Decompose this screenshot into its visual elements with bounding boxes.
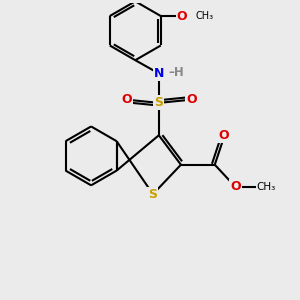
Text: CH₃: CH₃ bbox=[256, 182, 276, 192]
Text: O: O bbox=[121, 93, 132, 106]
Text: O: O bbox=[218, 129, 229, 142]
Text: CH₃: CH₃ bbox=[196, 11, 214, 21]
Text: –H: –H bbox=[168, 66, 184, 79]
Text: S: S bbox=[154, 96, 163, 110]
Text: O: O bbox=[230, 180, 241, 193]
Text: O: O bbox=[186, 93, 196, 106]
Text: O: O bbox=[177, 10, 187, 22]
Text: S: S bbox=[148, 188, 158, 201]
Text: N: N bbox=[154, 67, 164, 80]
